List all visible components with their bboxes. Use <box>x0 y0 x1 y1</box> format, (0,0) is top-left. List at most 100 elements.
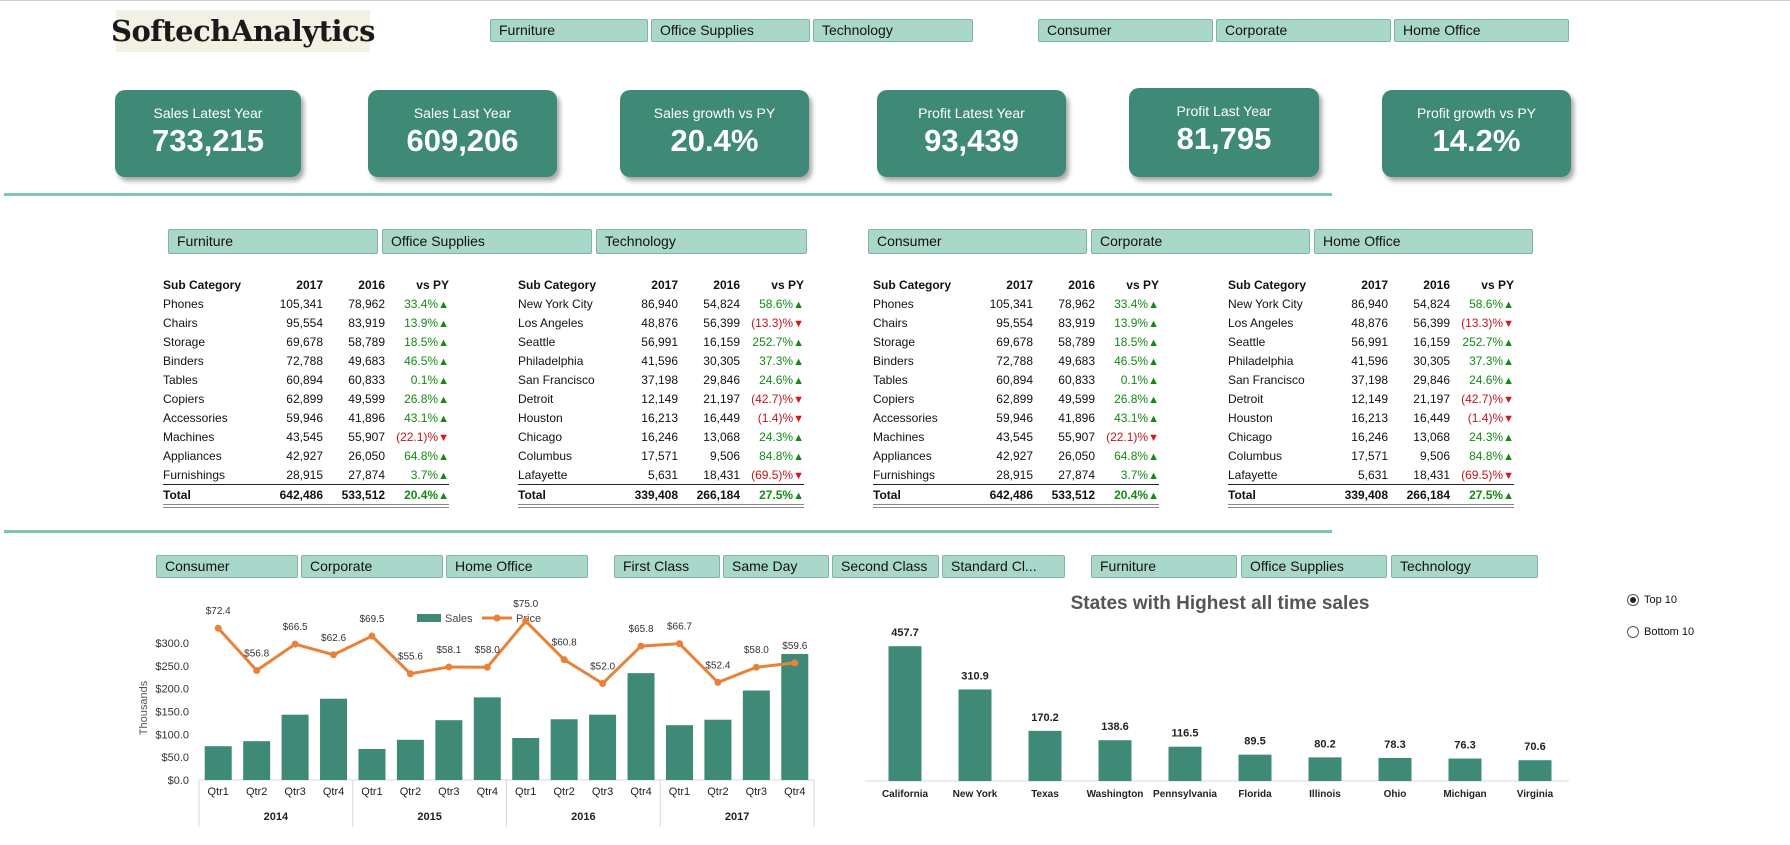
column-header: 2016 <box>1068 277 1095 292</box>
row-value: 95,554 <box>996 315 1033 330</box>
triangle-down-icon: ▼ <box>1503 317 1514 330</box>
state-x-label: Illinois <box>1309 789 1341 800</box>
slicer-office-supplies-top[interactable]: Office Supplies <box>651 19 810 42</box>
slicer-office-supplies-mid[interactable]: Office Supplies <box>382 229 592 254</box>
price-point <box>330 651 338 659</box>
row-label: Tables <box>873 372 908 387</box>
slicer-furniture-mid[interactable]: Furniture <box>168 229 378 254</box>
row-value: 29,846 <box>1413 372 1450 387</box>
radio-label: Top 10 <box>1644 594 1678 606</box>
slicer-consumer-mid[interactable]: Consumer <box>868 229 1087 254</box>
slicer-standard-class[interactable]: Standard Cl... <box>942 555 1065 578</box>
x-tick-label: Qtr3 <box>438 786 459 798</box>
row-value: 339,408 <box>1328 484 1388 508</box>
row-value: 49,683 <box>1058 353 1095 368</box>
kpi-value: 733,215 <box>151 123 265 158</box>
price-data-label: $58.0 <box>475 645 500 656</box>
column-header: vs PY <box>1126 277 1159 292</box>
y-tick-label: $0.0 <box>168 775 189 787</box>
vs-py-value: 18.5% <box>1114 334 1149 349</box>
row-value: 56,399 <box>703 315 740 330</box>
slicer-technology-mid[interactable]: Technology <box>596 229 807 254</box>
kpi-value: 609,206 <box>406 123 519 158</box>
slicer-corporate-mid[interactable]: Corporate <box>1091 229 1310 254</box>
vs-py-value: 252.7% <box>1462 334 1504 349</box>
state-x-label: Texas <box>1031 789 1059 800</box>
state-x-label: New York <box>953 789 998 800</box>
radio-top-10[interactable]: Top 10 <box>1627 594 1677 606</box>
row-value: 49,683 <box>348 353 385 368</box>
vs-py-value: (1.4)% <box>757 410 794 425</box>
vs-py-value: 58.6% <box>1469 296 1504 311</box>
slicer-home-office-bottom[interactable]: Home Office <box>446 555 588 578</box>
slicer-technology-top[interactable]: Technology <box>813 19 973 42</box>
vs-py-cell: (69.5)%▼ <box>1450 465 1514 485</box>
triangle-down-icon: ▼ <box>793 412 804 425</box>
price-point <box>291 640 299 648</box>
triangle-up-icon: ▲ <box>438 393 449 406</box>
row-value: 78,962 <box>1058 296 1095 311</box>
row-value: 533,512 <box>323 484 385 508</box>
x-tick-label: Qtr1 <box>208 786 229 798</box>
state-bar <box>1098 740 1132 781</box>
price-point <box>791 659 799 667</box>
slicer-corporate-bottom[interactable]: Corporate <box>301 555 443 578</box>
slicer-same-day[interactable]: Same Day <box>723 555 829 578</box>
legend-price-label: Price <box>516 613 541 625</box>
slicer-office-supplies-bottom[interactable]: Office Supplies <box>1241 555 1387 578</box>
vs-py-value: 37.3% <box>759 353 794 368</box>
row-label: Copiers <box>163 391 205 406</box>
slicer-furniture-bottom[interactable]: Furniture <box>1091 555 1237 578</box>
table-row: Binders 72,788 49,683 46.5%▲ <box>163 351 449 370</box>
slicer-consumer-top[interactable]: Consumer <box>1038 19 1213 42</box>
vs-py-cell: 0.1%▲ <box>385 370 449 389</box>
vs-py-cell: 58.6%▲ <box>1450 294 1514 313</box>
row-label: Philadelphia <box>1228 353 1294 368</box>
slicer-consumer-bottom[interactable]: Consumer <box>156 555 298 578</box>
state-data-label: 457.7 <box>891 627 919 639</box>
column-header: 2016 <box>713 277 740 292</box>
state-data-label: 70.6 <box>1524 741 1545 753</box>
kpi-profit-latest-year: Profit Latest Year 93,439 <box>877 90 1066 177</box>
row-value: 41,596 <box>1351 353 1388 368</box>
slicer-second-class[interactable]: Second Class <box>832 555 939 578</box>
legend-sales-label: Sales <box>445 613 473 625</box>
column-header: vs PY <box>1481 277 1514 292</box>
vs-py-value: (22.1)% <box>396 429 439 444</box>
slicer-furniture-top[interactable]: Furniture <box>490 19 648 42</box>
price-data-label: $52.0 <box>590 661 615 672</box>
state-data-label: 78.3 <box>1384 739 1405 751</box>
slicer-home-office-top[interactable]: Home Office <box>1394 19 1569 42</box>
triangle-up-icon: ▲ <box>1148 450 1159 463</box>
row-value: 28,915 <box>286 467 323 482</box>
vs-py-cell: 24.6%▲ <box>740 370 804 389</box>
vs-py-cell: (22.1)%▼ <box>385 427 449 446</box>
slicer-technology-bottom[interactable]: Technology <box>1391 555 1538 578</box>
row-value: 29,846 <box>703 372 740 387</box>
x-tick-label: Qtr2 <box>246 786 267 798</box>
state-data-label: 89.5 <box>1244 736 1265 748</box>
slicer-first-class[interactable]: First Class <box>614 555 720 578</box>
price-data-label: $58.1 <box>436 645 461 656</box>
vs-py-value: 26.8% <box>404 391 439 406</box>
vs-py-value: (13.3)% <box>751 315 794 330</box>
state-x-label: California <box>882 789 929 800</box>
table-row: Storage 69,678 58,789 18.5%▲ <box>873 332 1159 351</box>
vs-py-cell: (13.3)%▼ <box>740 313 804 332</box>
row-label: New York City <box>1228 296 1303 311</box>
column-header: 2017 <box>1361 277 1388 292</box>
sales-bar <box>435 720 463 780</box>
vs-py-cell: 84.8%▲ <box>1450 446 1514 465</box>
triangle-up-icon: ▲ <box>438 412 449 425</box>
radio-bottom-10[interactable]: Bottom 10 <box>1627 626 1694 638</box>
slicer-home-office-mid[interactable]: Home Office <box>1314 229 1533 254</box>
slicer-corporate-top[interactable]: Corporate <box>1216 19 1391 42</box>
row-label: Detroit <box>518 391 554 406</box>
legend-price-marker <box>493 614 501 622</box>
triangle-up-icon: ▲ <box>1503 336 1514 349</box>
vs-py-cell: 64.8%▲ <box>1095 446 1159 465</box>
price-data-label: $75.0 <box>513 600 538 610</box>
row-value: 30,305 <box>703 353 740 368</box>
sales-bar <box>781 653 809 780</box>
price-data-label: $56.8 <box>244 648 269 659</box>
